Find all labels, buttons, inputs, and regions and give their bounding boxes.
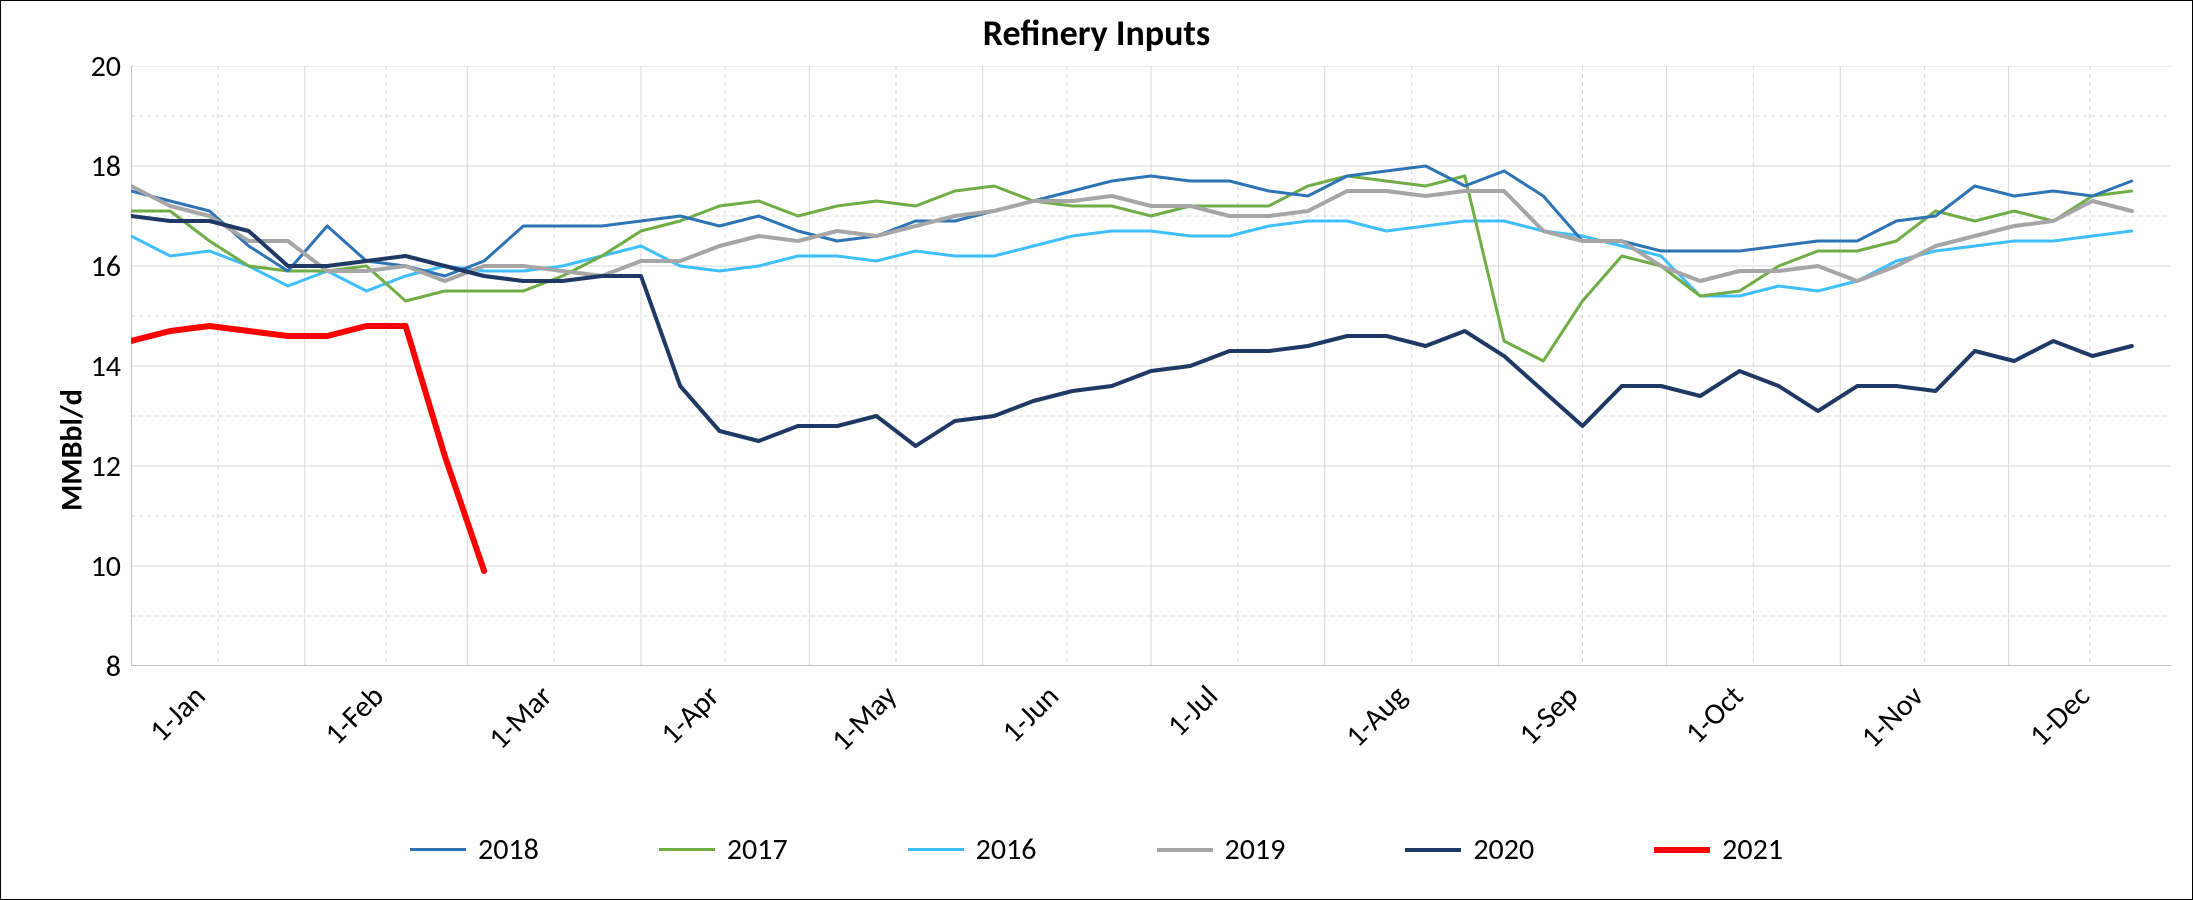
xtick-label: 1-Nov (1854, 678, 1932, 756)
xtick-label: 1-Feb (317, 678, 392, 753)
ytick-label: 14 (61, 348, 121, 385)
ytick-label: 18 (61, 148, 121, 185)
legend-swatch (659, 848, 715, 851)
legend-item-2016: 2016 (908, 831, 1037, 868)
xtick-label: 1-Jun (994, 678, 1066, 750)
xtick-label: 1-Aug (1338, 678, 1415, 755)
legend-swatch (1405, 848, 1461, 852)
xtick-label: 1-Mar (481, 678, 560, 757)
series-2016 (131, 221, 2132, 296)
series-2021 (131, 326, 484, 571)
legend-label: 2021 (1722, 831, 1783, 868)
ytick-label: 8 (61, 648, 121, 685)
xtick-label: 1-Oct (1678, 678, 1752, 752)
legend-item-2020: 2020 (1405, 831, 1534, 868)
legend-label: 2017 (727, 831, 788, 868)
ytick-label: 10 (61, 548, 121, 585)
ytick-label: 12 (61, 448, 121, 485)
legend-swatch (908, 848, 964, 851)
ytick-label: 16 (61, 248, 121, 285)
chart-container: Refinery Inputs MMBbl/d 2018201720162019… (0, 0, 2193, 900)
legend-label: 2016 (976, 831, 1037, 868)
legend-item-2021: 2021 (1654, 831, 1783, 868)
legend-swatch (410, 848, 466, 851)
xtick-label: 1-Jan (142, 678, 213, 749)
legend-item-2017: 2017 (659, 831, 788, 868)
legend-label: 2020 (1473, 831, 1534, 868)
legend-swatch (1157, 848, 1213, 852)
legend-item-2018: 2018 (410, 831, 539, 868)
legend-label: 2018 (478, 831, 539, 868)
chart-title: Refinery Inputs (1, 11, 2192, 55)
series-2019 (131, 186, 2132, 281)
xtick-label: 1-May (824, 678, 905, 759)
xtick-label: 1-Jul (1160, 678, 1226, 744)
xtick-label: 1-Sep (1511, 678, 1586, 753)
series-2018 (131, 166, 2132, 276)
legend-label: 2019 (1225, 831, 1286, 868)
legend-item-2019: 2019 (1157, 831, 1286, 868)
xtick-label: 1-Apr (653, 678, 727, 752)
ytick-label: 20 (61, 48, 121, 85)
chart-plot (131, 66, 2171, 666)
xtick-label: 1-Dec (2021, 678, 2097, 754)
chart-legend: 2018 2017 2016 2019 2020 2021 (1, 831, 2192, 868)
legend-swatch (1654, 847, 1710, 853)
